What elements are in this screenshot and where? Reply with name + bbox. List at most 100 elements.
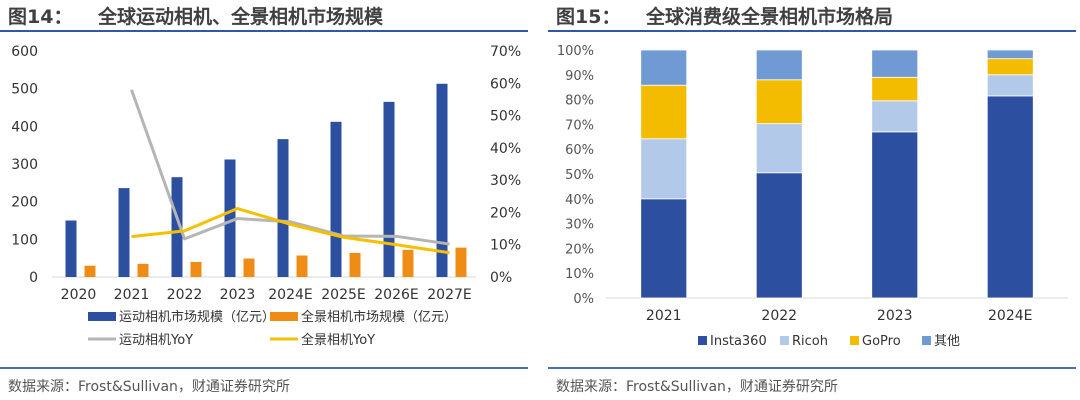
legend-label: 其他 <box>934 334 960 349</box>
action-camera-bar <box>171 177 183 277</box>
right-chart-title-row: 图15： 全球消费级全景相机市场格局 <box>556 2 893 29</box>
action-camera-yoy-line <box>130 89 450 246</box>
stacked-segment-gopro <box>755 79 803 125</box>
action-camera-bar <box>224 159 236 277</box>
stacked-segment-gopro <box>871 76 919 102</box>
panoramic-camera-bar <box>243 258 255 277</box>
left-chart-title-row: 图14： 全球运动相机、全景相机市场规模 <box>8 2 383 29</box>
panoramic-camera-bar <box>402 249 414 277</box>
y-tick-label: 50% <box>565 168 594 183</box>
x-tick-label: 2022 <box>761 308 797 324</box>
legend-label-panoramic-camera: 全景相机市场规模（亿元） <box>301 309 457 325</box>
y2-tick-label: 10% <box>490 238 521 254</box>
stacked-segment-ricoh <box>871 100 919 133</box>
stacked-segment-其他 <box>986 49 1034 60</box>
y-tick-label: 100% <box>557 44 594 59</box>
stacked-segment-ricoh <box>640 138 688 200</box>
x-tick-label: 2021 <box>114 287 150 303</box>
y2-tick-label: 70% <box>490 44 521 60</box>
legend-label: Ricoh <box>792 334 828 349</box>
right-chart-title: 全球消费级全景相机市场格局 <box>646 6 894 28</box>
x-tick-label: 2022 <box>167 287 203 303</box>
legend-swatch-1 <box>780 336 789 345</box>
action-camera-bar <box>118 188 130 277</box>
y-tick-label: 500 <box>11 82 38 98</box>
y2-tick-label: 40% <box>490 141 521 157</box>
y-tick-label: 400 <box>11 119 38 135</box>
right-chart-panel: 图15： 全球消费级全景相机市场格局 0% 10% 20% 30% 40% 50% 60% 70… <box>548 0 1080 400</box>
y2-tick-label: 30% <box>490 173 521 189</box>
left-chart-title: 全球运动相机、全景相机市场规模 <box>98 6 384 28</box>
left-chart-panel: 图14： 全球运动相机、全景相机市场规模 0 100 200 300 400 500 600 0… <box>0 0 532 400</box>
x-tick-label: 2024E <box>268 287 312 303</box>
stacked-segment-ricoh <box>755 123 803 174</box>
right-figure-label: 图15： <box>556 6 621 28</box>
action-camera-bar <box>383 101 395 277</box>
panoramic-camera-bar <box>296 255 308 277</box>
panoramic-camera-bar <box>84 265 96 277</box>
y-tick-label: 10% <box>565 267 594 282</box>
stacked-segment-其他 <box>755 49 803 81</box>
legend-swatch-3 <box>922 336 931 345</box>
y-tick-label: 30% <box>565 218 594 233</box>
y-tick-label: 100 <box>11 232 38 248</box>
legend-label: Insta360 <box>710 334 767 349</box>
legend-swatch-2 <box>850 336 859 345</box>
right-source-note: 数据来源：Frost&Sullivan，财通证券研究所 <box>556 379 838 395</box>
legend-swatch-action-camera <box>88 312 116 321</box>
right-title-rule <box>548 30 1076 32</box>
left-figure-label: 图14： <box>8 6 73 28</box>
y-tick-label: 300 <box>11 157 38 173</box>
y2-tick-label: 0% <box>490 270 512 286</box>
y-tick-label: 600 <box>11 44 38 60</box>
y2-tick-label: 60% <box>490 76 521 92</box>
action-camera-bar <box>436 83 448 278</box>
left-title-rule <box>0 30 528 32</box>
left-chart-svg: 0 100 200 300 400 500 600 0% 10% 20% 30% 40% 50% 60% 7… <box>11 44 521 348</box>
legend-label-panoramic-yoy: 全景相机YoY <box>301 332 375 348</box>
y-tick-label: 40% <box>565 193 594 208</box>
stacked-segment-其他 <box>640 49 688 86</box>
y-tick-label: 80% <box>565 94 594 109</box>
panoramic-camera-bar <box>455 247 467 277</box>
stacked-segment-insta360 <box>986 95 1034 299</box>
right-chart-svg: 0% 10% 20% 30% 40% 50% 60% 70% 80% 90% 100% 2021 202… <box>557 44 1068 349</box>
panoramic-camera-bar <box>137 263 149 277</box>
y-tick-label: 0 <box>29 270 38 286</box>
stacked-segment-insta360 <box>871 131 919 299</box>
y-tick-label: 90% <box>565 69 594 84</box>
x-tick-label: 2021 <box>646 308 682 324</box>
y2-tick-label: 20% <box>490 205 521 221</box>
x-tick-label: 2023 <box>220 287 256 303</box>
panoramic-camera-bar <box>349 252 361 277</box>
legend-label-action-camera: 运动相机市场规模（亿元） <box>119 309 275 325</box>
y2-tick-label: 50% <box>490 109 521 125</box>
y-tick-label: 200 <box>11 195 38 211</box>
action-camera-bar <box>65 220 77 277</box>
stacked-segment-gopro <box>986 58 1034 76</box>
x-tick-label: 2025E <box>321 287 365 303</box>
x-tick-label: 2026E <box>374 287 418 303</box>
stacked-segment-ricoh <box>986 74 1034 97</box>
y-tick-label: 70% <box>565 118 594 133</box>
left-source-note: 数据来源：Frost&Sullivan，财通证券研究所 <box>8 379 290 395</box>
stacked-segment-其他 <box>871 49 919 78</box>
panoramic-camera-yoy-line <box>131 207 450 255</box>
stacked-segment-insta360 <box>755 172 803 299</box>
action-camera-bar <box>330 121 342 278</box>
legend-swatch-0 <box>698 336 707 345</box>
stacked-segment-insta360 <box>640 198 688 299</box>
x-tick-label: 2020 <box>61 287 97 303</box>
x-tick-label: 2027E <box>427 287 471 303</box>
legend-label-action-yoy: 运动相机YoY <box>119 333 193 348</box>
y-tick-label: 60% <box>565 143 594 158</box>
right-source-rule <box>548 367 1076 369</box>
x-tick-label: 2024E <box>988 308 1032 324</box>
left-source-rule <box>0 367 528 369</box>
legend-label: GoPro <box>862 334 901 349</box>
panoramic-camera-bar <box>190 261 202 277</box>
y-tick-label: 20% <box>565 242 594 257</box>
action-camera-bar <box>277 139 289 277</box>
x-tick-label: 2023 <box>877 308 913 324</box>
y-tick-label: 0% <box>573 292 594 307</box>
